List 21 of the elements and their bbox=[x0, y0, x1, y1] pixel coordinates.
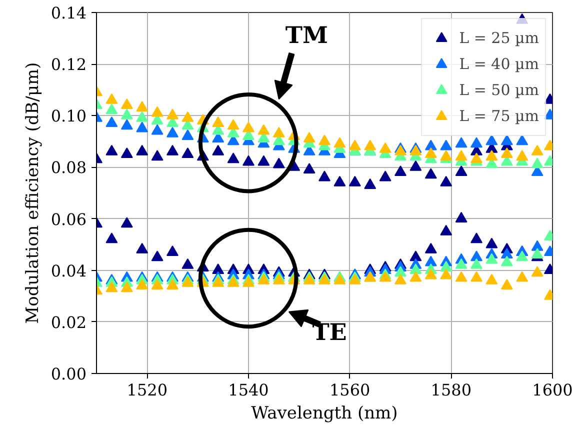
annotation: TE bbox=[312, 318, 347, 346]
y-tick-label: 0.04 bbox=[50, 261, 86, 280]
y-tick-label: 0.10 bbox=[50, 106, 86, 126]
y-tick-label: 0.00 bbox=[50, 364, 86, 384]
x-axis-title: Wavelength (nm) bbox=[251, 404, 398, 424]
legend-label: L = 40 µm bbox=[459, 55, 539, 73]
y-tick-label: 0.06 bbox=[50, 210, 86, 229]
legend-label: L = 25 µm bbox=[459, 29, 539, 47]
y-tick-label: 0.12 bbox=[50, 55, 86, 74]
x-tick-label: 1580 bbox=[430, 380, 472, 400]
y-tick-label: 0.02 bbox=[50, 312, 86, 332]
y-axis-title: Modulation efficiency (dB/μm) bbox=[22, 62, 43, 324]
y-tick-label: 0.14 bbox=[50, 4, 86, 22]
legend-label: L = 50 µm bbox=[459, 81, 539, 99]
y-tick-label: 0.08 bbox=[50, 158, 86, 178]
x-tick-label: 1540 bbox=[228, 380, 269, 400]
x-tick-label: 1520 bbox=[126, 380, 168, 400]
legend-label: L = 75 µm bbox=[459, 107, 539, 125]
x-tick-label: 1560 bbox=[329, 380, 370, 400]
x-tick-label: 1600 bbox=[532, 380, 573, 400]
annotation: TM bbox=[285, 22, 328, 50]
